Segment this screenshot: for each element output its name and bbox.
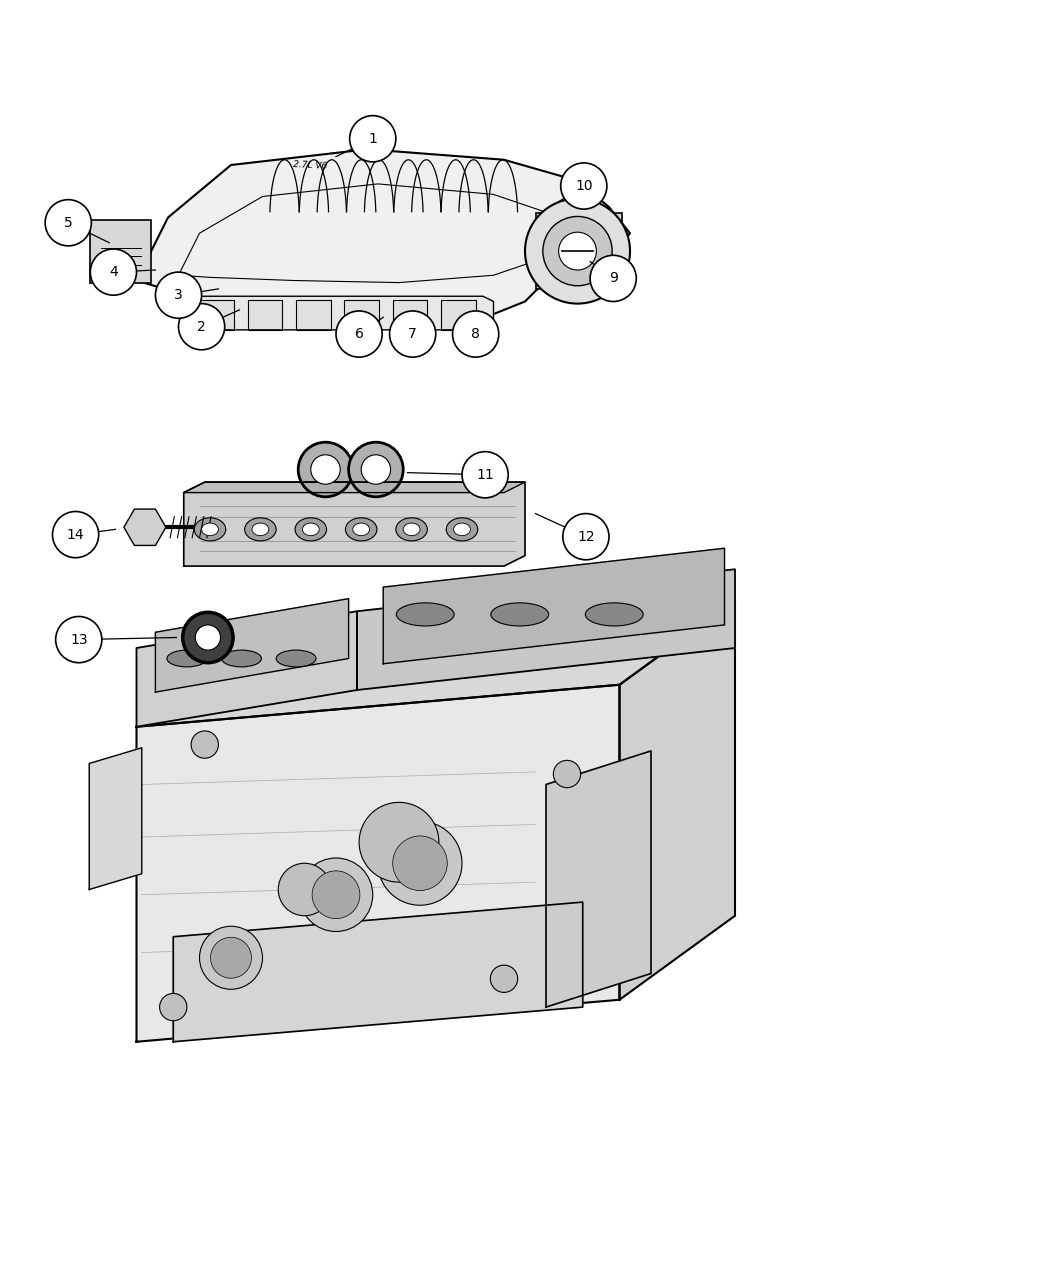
Circle shape (453, 311, 499, 357)
Ellipse shape (396, 518, 427, 541)
Circle shape (183, 612, 233, 663)
Text: 13: 13 (70, 632, 87, 646)
Text: 2: 2 (197, 320, 206, 334)
Ellipse shape (454, 523, 470, 536)
Circle shape (350, 116, 396, 162)
Text: 2.7L V6: 2.7L V6 (293, 159, 327, 171)
Circle shape (561, 163, 607, 209)
Text: 9: 9 (609, 272, 617, 286)
Circle shape (378, 821, 462, 905)
Circle shape (178, 303, 225, 349)
FancyBboxPatch shape (441, 301, 476, 330)
Text: 7: 7 (408, 328, 417, 340)
Circle shape (590, 255, 636, 301)
FancyBboxPatch shape (536, 213, 622, 289)
Ellipse shape (167, 650, 207, 667)
Ellipse shape (403, 523, 420, 536)
Circle shape (390, 311, 436, 357)
Polygon shape (546, 751, 651, 1007)
Circle shape (563, 514, 609, 560)
Circle shape (336, 311, 382, 357)
Ellipse shape (586, 603, 643, 626)
Text: 3: 3 (174, 288, 183, 302)
FancyBboxPatch shape (393, 301, 427, 330)
Polygon shape (136, 611, 357, 727)
Circle shape (361, 455, 391, 484)
Circle shape (359, 802, 439, 882)
Text: 11: 11 (477, 468, 493, 482)
Circle shape (543, 217, 612, 286)
FancyBboxPatch shape (296, 301, 331, 330)
Polygon shape (194, 296, 494, 330)
Polygon shape (173, 903, 583, 1042)
Text: 6: 6 (355, 328, 363, 340)
Ellipse shape (295, 518, 327, 541)
Text: 8: 8 (471, 328, 480, 340)
Circle shape (393, 836, 447, 890)
Ellipse shape (353, 523, 370, 536)
Circle shape (200, 926, 262, 989)
Circle shape (191, 731, 218, 759)
Polygon shape (620, 601, 735, 1000)
Text: 10: 10 (575, 179, 592, 193)
Circle shape (56, 617, 102, 663)
Polygon shape (136, 149, 630, 328)
Ellipse shape (446, 518, 478, 541)
Ellipse shape (202, 523, 218, 536)
Circle shape (299, 858, 373, 932)
Text: 14: 14 (67, 528, 84, 542)
Circle shape (52, 511, 99, 557)
Ellipse shape (302, 523, 319, 536)
Polygon shape (357, 569, 735, 690)
Ellipse shape (194, 518, 226, 541)
Polygon shape (184, 482, 525, 566)
Circle shape (559, 232, 596, 270)
Text: 12: 12 (578, 529, 594, 543)
Circle shape (462, 451, 508, 497)
Circle shape (311, 455, 340, 484)
Polygon shape (383, 548, 724, 664)
Circle shape (160, 993, 187, 1021)
Text: 5: 5 (64, 215, 72, 230)
Circle shape (155, 272, 202, 319)
FancyBboxPatch shape (344, 301, 379, 330)
Polygon shape (184, 482, 525, 492)
Polygon shape (155, 599, 349, 692)
Ellipse shape (491, 603, 548, 626)
Text: 1: 1 (369, 131, 377, 145)
Polygon shape (136, 685, 620, 1042)
Ellipse shape (276, 650, 316, 667)
Ellipse shape (222, 650, 261, 667)
Circle shape (90, 249, 136, 296)
Circle shape (553, 760, 581, 788)
Circle shape (298, 442, 353, 497)
Circle shape (490, 965, 518, 992)
Circle shape (45, 200, 91, 246)
Polygon shape (89, 747, 142, 890)
Ellipse shape (252, 523, 269, 536)
Circle shape (349, 442, 403, 497)
FancyBboxPatch shape (90, 219, 151, 283)
Circle shape (195, 625, 220, 650)
Circle shape (210, 937, 252, 978)
FancyBboxPatch shape (248, 301, 282, 330)
Ellipse shape (345, 518, 377, 541)
Circle shape (312, 871, 360, 918)
Ellipse shape (245, 518, 276, 541)
Circle shape (525, 199, 630, 303)
Circle shape (278, 863, 331, 915)
Ellipse shape (397, 603, 454, 626)
FancyBboxPatch shape (200, 301, 234, 330)
Polygon shape (136, 601, 735, 727)
Text: 4: 4 (109, 265, 118, 279)
